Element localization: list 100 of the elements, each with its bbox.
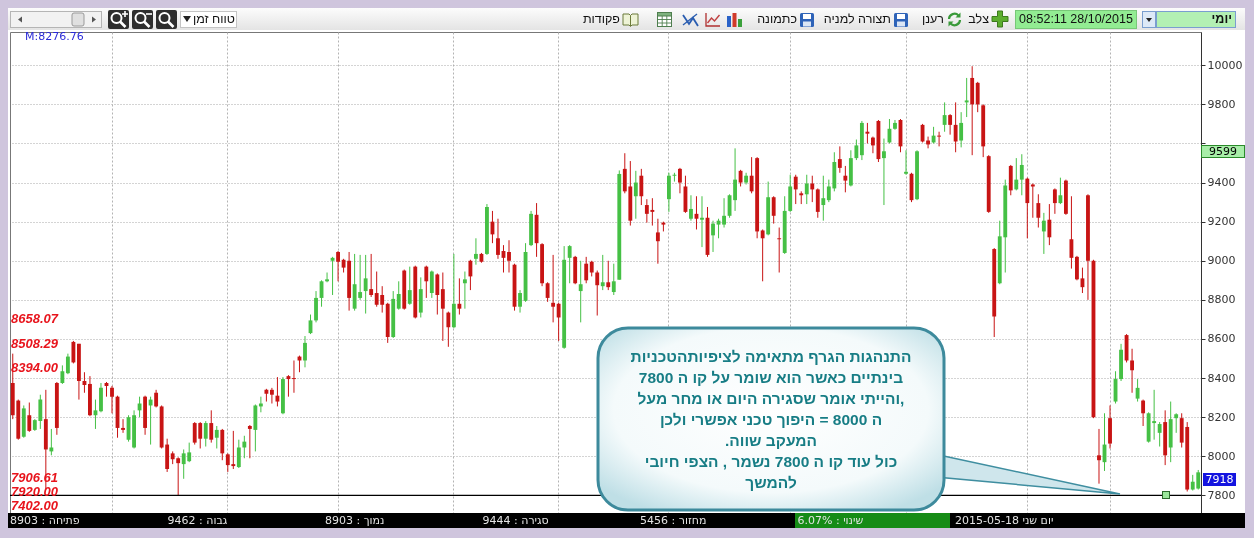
- candlestick: [578, 260, 583, 323]
- candlestick: [1135, 378, 1140, 403]
- y-tick-label: 8400: [1207, 371, 1236, 385]
- candlestick: [633, 170, 638, 220]
- candlestick: [60, 364, 65, 385]
- candlestick: [678, 167, 682, 194]
- candlestick: [407, 266, 412, 306]
- text: פקודות: [582, 12, 620, 27]
- candlestick: [904, 149, 908, 176]
- candlestick: [1069, 195, 1074, 270]
- text: רענן: [921, 12, 944, 27]
- text: יום שני 2015-05-18: [955, 513, 1054, 528]
- candlestick: [639, 168, 644, 206]
- candlestick: [435, 272, 440, 316]
- candlestick: [948, 113, 953, 136]
- text: טווח זמן: [193, 12, 235, 27]
- candlestick: [247, 424, 252, 459]
- candlestick: [937, 131, 942, 147]
- candlestick: [1019, 153, 1024, 196]
- candlestick: [1058, 177, 1063, 205]
- candlestick: [1041, 212, 1046, 255]
- candlestick: [121, 418, 125, 434]
- candlestick: [418, 276, 423, 318]
- candlestick: [110, 385, 114, 414]
- text: מחזור : 5456: [640, 513, 707, 528]
- candlestick: [595, 270, 600, 317]
- candlestick: [303, 335, 307, 368]
- candlestick: [711, 220, 715, 253]
- candlestick: [71, 340, 76, 364]
- candlestick: [49, 428, 54, 456]
- candlestick: [236, 439, 241, 469]
- candlestick: [396, 280, 401, 311]
- candlestick: [975, 81, 980, 113]
- candlestick: [336, 250, 341, 282]
- annotation: התנהגות הגרף מתאימה לציפיותהטכניות בינתיים כאשר הוא שומר על קו ה 7800 ,והייתי אומר שסגירה היום או מחר מעל ה 8000 = היפוך טכני אפשרי ולכן המעקב שווה. כול עוד קו ה 7800 נשמר , הצפי חיובי להמשך: [629, 347, 913, 493]
- candlestick: [203, 420, 208, 448]
- text: סגירה : 9444: [482, 513, 549, 528]
- candlestick: [804, 174, 809, 205]
- candlestick: [1157, 421, 1162, 448]
- candlestick: [815, 187, 820, 219]
- y-tick-label: 8600: [1207, 332, 1236, 346]
- candlestick: [837, 145, 842, 174]
- annotation: M:8276.76: [25, 30, 84, 43]
- candlestick: [777, 227, 782, 273]
- candlestick: [369, 253, 374, 298]
- y-tick-label: 9200: [1207, 215, 1236, 229]
- y-tick-label: 10000: [1207, 58, 1243, 72]
- candlestick: [843, 165, 848, 193]
- candlestick: [518, 289, 522, 314]
- candlestick: [854, 139, 859, 161]
- text: גבוה : 9462: [167, 513, 228, 528]
- y-tick-label: 9400: [1207, 176, 1236, 190]
- candlestick: [1047, 203, 1052, 246]
- candlestick: [1052, 187, 1057, 215]
- candlestick: [27, 402, 32, 433]
- candlestick: [214, 425, 219, 449]
- candlestick: [606, 260, 611, 291]
- candlestick: [666, 172, 671, 213]
- candlestick: [793, 174, 798, 205]
- candlestick: [507, 239, 511, 273]
- y-tick-label: 9000: [1207, 254, 1236, 268]
- text: שינוי : 6.07%: [797, 513, 864, 528]
- candlestick: [1097, 428, 1101, 485]
- candlestick: [567, 244, 572, 284]
- candlestick: [964, 77, 969, 118]
- candlestick: [760, 228, 765, 282]
- candlestick: [821, 175, 826, 222]
- candlestick: [275, 376, 280, 407]
- candlestick: [611, 263, 616, 296]
- candlestick: [363, 254, 368, 315]
- text: 9599: [1201, 145, 1245, 158]
- candlestick: [1141, 399, 1146, 427]
- y-tick-label: 8800: [1207, 293, 1236, 307]
- candlestick: [556, 302, 561, 342]
- candlestick: [325, 272, 329, 283]
- annotation: 7402.00: [11, 498, 58, 513]
- candlestick: [953, 101, 958, 153]
- annotation: 8658.07: [11, 311, 58, 326]
- candlestick: [457, 277, 462, 316]
- candlestick: [865, 122, 870, 144]
- y-tick-label: 7800: [1207, 488, 1236, 502]
- candlestick: [496, 218, 500, 260]
- candlestick: [473, 237, 478, 266]
- candlestick: [314, 290, 318, 323]
- candlestick: [733, 147, 738, 212]
- text: 7918: [1203, 473, 1236, 486]
- candlestick: [424, 265, 429, 299]
- candlestick: [1130, 348, 1135, 394]
- candlestick: [584, 256, 589, 284]
- text: תצורה למניה: [823, 12, 891, 27]
- text: נמוך : 8903: [325, 513, 385, 528]
- y-tick-label: 8000: [1207, 449, 1236, 463]
- candlestick: [700, 195, 704, 248]
- candlestick: [65, 353, 70, 375]
- y-tick-label: 8200: [1207, 410, 1236, 424]
- candlestick: [429, 270, 434, 299]
- candlestick: [440, 272, 445, 342]
- candlestick: [942, 101, 947, 133]
- y-tick-label: 9800: [1207, 97, 1236, 111]
- candlestick: [292, 359, 296, 394]
